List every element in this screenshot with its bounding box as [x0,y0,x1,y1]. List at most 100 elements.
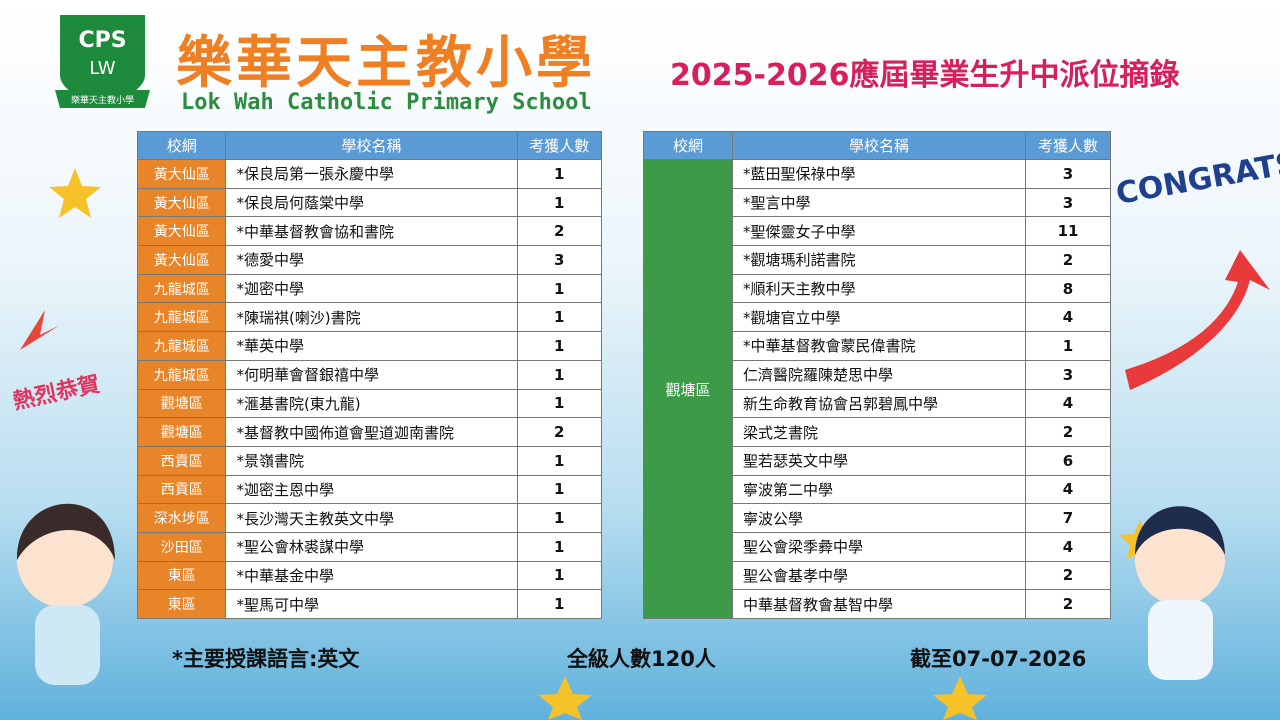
boy-character [1135,515,1225,605]
school-name-cell: *中華基金中學 [225,560,518,591]
count-cell: 1 [516,445,602,476]
school-name-cell: 中華基督教會基智中學 [732,589,1026,619]
count-cell: 2 [1025,589,1111,619]
school-name-cell: 聖公會基孝中學 [732,560,1026,591]
count-cell: 1 [516,302,602,333]
district-cell: 九龍城區 [136,331,227,361]
count-cell: 2 [516,216,602,247]
logo-letters: CPS [78,28,127,53]
count-cell: 1 [516,331,602,361]
left-table: 校網 學校名稱 考獲人數 黃大仙區 *保良局第一張永慶中學 1 黃大仙區 *保良局何蔭棠中學 1… [136,131,602,619]
count-cell: 2 [516,417,602,447]
table-row: 西貢區 *景嶺書院 1 [136,445,602,476]
count-cell: 1 [516,474,602,505]
table-row: 九龍城區 *迦密中學 1 [136,273,602,304]
district-cell: 黃大仙區 [136,245,227,275]
count-cell: 1 [516,359,602,390]
school-name-cell: *觀塘官立中學 [732,302,1026,333]
school-name-cell: *聖言中學 [732,187,1026,218]
district-cell: 黃大仙區 [136,159,227,189]
table-row: *聖言中學 3 [644,187,1111,218]
count-cell: 1 [516,503,602,533]
table-row: 沙田區 *聖公會林裘謀中學 1 [136,531,602,562]
school-name-cell: 聖公會梁季彜中學 [732,531,1026,562]
school-name-cell: *華英中學 [225,331,518,361]
table-row: 東區 *中華基金中學 1 [136,560,602,591]
district-cell: 觀塘區 [136,417,227,447]
school-name-cell: 仁濟醫院羅陳楚思中學 [732,359,1026,390]
star [49,168,101,218]
count-cell: 4 [1025,302,1111,333]
table-row: *聖傑靈女子中學 11 [644,216,1111,247]
school-name-cell: *何明華會督銀禧中學 [225,359,518,390]
school-name-cell: 寧波第二中學 [732,474,1026,505]
table-row: 九龍城區 *華英中學 1 [136,331,602,361]
table-row: 聖若瑟英文中學 6 [644,445,1111,476]
column-header: 學校名稱 [732,131,1026,160]
table-row: 黃大仙區 *中華基督教會協和書院 2 [136,216,602,247]
school-name-cell: *滙基書院(東九龍) [225,388,518,419]
school-name-cell: *聖傑靈女子中學 [732,216,1026,247]
table-row: 九龍城區 *何明華會督銀禧中學 1 [136,359,602,390]
district-cell: 西貢區 [136,474,227,505]
count-cell: 1 [516,187,602,218]
district-cell: 九龍城區 [136,302,227,333]
table-row: 聖公會梁季彜中學 4 [644,531,1111,562]
table-row: 九龍城區 *陳瑞祺(喇沙)書院 1 [136,302,602,333]
column-header: 校網 [136,131,227,160]
count-cell: 6 [1025,445,1111,476]
boy-hair [1135,506,1225,555]
boy-body [1148,600,1213,680]
table-row: *觀塘官立中學 4 [644,302,1111,333]
table-row: 仁濟醫院羅陳楚思中學 3 [644,359,1111,390]
count-cell: 11 [1025,216,1111,247]
table-row: 東區 *聖馬可中學 1 [136,589,602,619]
column-header: 校網 [643,131,733,160]
star [933,676,987,720]
table-row: 聖公會基孝中學 2 [644,560,1111,591]
school-name-cell: *中華基督教會協和書院 [225,216,518,247]
school-name-cell: *保良局何蔭棠中學 [225,187,518,218]
school-name-cell: *聖公會林裘謀中學 [225,531,518,562]
column-header: 考獲人數 [516,131,602,160]
school-name-cell: *陳瑞祺(喇沙)書院 [225,302,518,333]
count-cell: 7 [1025,503,1111,533]
school-name-cell: *藍田聖保祿中學 [732,159,1026,189]
table-row: 新生命教育協會呂郭碧鳳中學 4 [644,388,1111,419]
district-cell: 九龍城區 [136,273,227,304]
district-cell: 九龍城區 [136,359,227,390]
table-row: *順利天主教中學 8 [644,273,1111,304]
footer-date: 截至07-07-2026 [910,647,1087,671]
school-name-cell: *迦密中學 [225,273,518,304]
count-cell: 4 [1025,474,1111,505]
district-cell: 觀塘區 [643,159,733,619]
count-cell: 4 [1025,388,1111,419]
table-row: 西貢區 *迦密主恩中學 1 [136,474,602,505]
table-row: 觀塘區 *藍田聖保祿中學 3 [643,159,1111,619]
school-name-cell: *中華基督教會蒙民偉書院 [732,331,1026,361]
count-cell: 1 [516,589,602,619]
count-cell: 1 [516,273,602,304]
district-cell: 黃大仙區 [136,187,227,218]
header-row: 校網 學校名稱 考獲人數 [643,131,1111,160]
school-name-en: Lok Wah Catholic Primary School [181,90,592,115]
count-cell: 1 [1025,331,1111,361]
count-cell: 3 [1025,159,1111,189]
table-row: 黃大仙區 *德愛中學 3 [136,245,602,275]
girl-body [35,605,100,685]
district-cell: 沙田區 [136,531,227,562]
school-name-cell: 梁式芝書院 [732,417,1026,447]
count-cell: 2 [1025,560,1111,591]
school-name-cell: 聖若瑟英文中學 [732,445,1026,476]
star [538,676,592,720]
poster-title: 2025-2026應屆畢業生升中派位摘錄 [670,58,1180,93]
district-cell: 東區 [136,589,227,619]
logo-ribbon: 樂華天主教小學 [70,96,134,106]
school-name-cell: *順利天主教中學 [732,273,1026,304]
header-row: 校網 學校名稱 考獲人數 [136,131,602,160]
district-cell: 觀塘區 [136,388,227,419]
right-table: 校網 學校名稱 考獲人數 觀塘區 *藍田聖保祿中學 3 *聖言中學 3 *聖傑靈女子中學 11 *觀… [643,131,1111,619]
logo-letters: LW [89,58,116,79]
